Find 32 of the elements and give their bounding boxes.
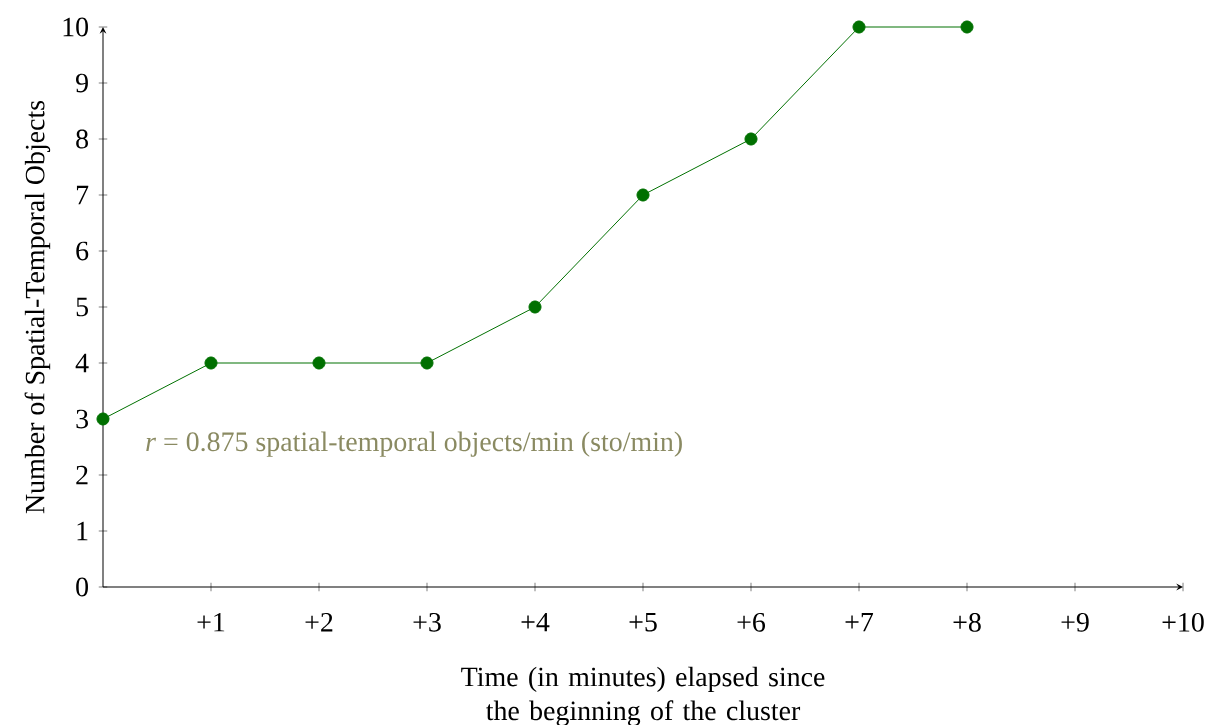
y-tick-label: 10 bbox=[63, 17, 88, 37]
x-tick-label: +7 bbox=[845, 612, 874, 632]
point bbox=[852, 20, 866, 34]
y-axis-title: Number of Spatial-Temporal Objects bbox=[24, 100, 51, 514]
point bbox=[312, 356, 326, 370]
point bbox=[636, 188, 650, 202]
y-tick-label: 5 bbox=[76, 297, 88, 317]
point bbox=[528, 300, 542, 314]
x-tick-label: +6 bbox=[737, 612, 766, 632]
point bbox=[420, 356, 434, 370]
x-tick-label: +4 bbox=[521, 612, 550, 632]
point bbox=[96, 412, 110, 426]
point bbox=[204, 356, 218, 370]
y-tick-label: 1 bbox=[77, 521, 88, 541]
y-tick-label: 2 bbox=[76, 465, 88, 485]
x-tick-label: +9 bbox=[1061, 612, 1089, 632]
x-tick-label: +2 bbox=[305, 612, 333, 632]
y-tick-label: 0 bbox=[76, 577, 88, 597]
y-tick-label: 6 bbox=[76, 241, 89, 261]
y-tick-label: 9 bbox=[76, 73, 88, 93]
point bbox=[744, 132, 758, 146]
point bbox=[960, 20, 974, 34]
x-tick-label: +8 bbox=[953, 612, 981, 632]
x-tick-label: +3 bbox=[413, 612, 441, 632]
x-tick-label: +1 bbox=[197, 612, 225, 632]
x-tick-label: +5 bbox=[629, 612, 657, 632]
y-tick-label: 8 bbox=[76, 129, 88, 149]
annotation: r = 0.875 spatial-temporal objects/min (sto/min) bbox=[146, 431, 682, 457]
y-tick-label: 4 bbox=[75, 353, 89, 373]
x-tick-label: +10 bbox=[1162, 612, 1204, 632]
y-tick-label: 3 bbox=[76, 409, 88, 429]
y-tick-label: 7 bbox=[76, 185, 89, 205]
